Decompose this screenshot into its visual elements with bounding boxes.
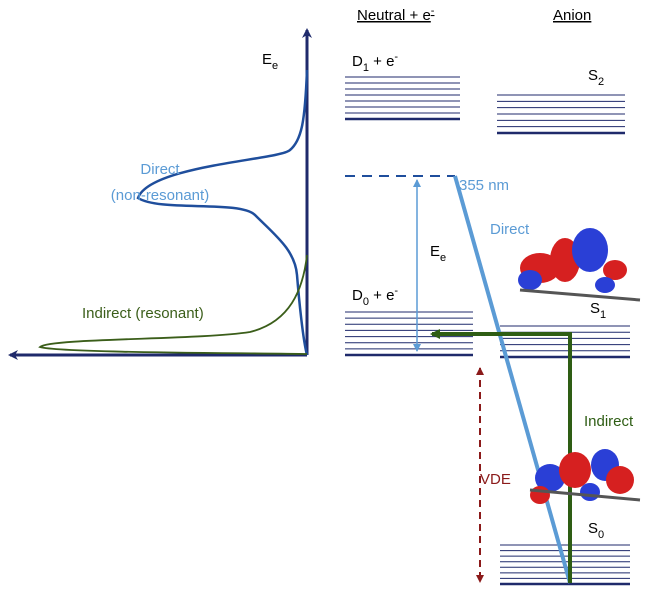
level-label: S1	[590, 300, 606, 321]
indirect-label: Indirect (resonant)	[82, 305, 204, 322]
indirect-annotation: Indirect	[584, 413, 634, 430]
vde-label: VDE	[480, 471, 511, 488]
level-label: S0	[588, 520, 604, 541]
wavelength-label: 355 nm	[459, 177, 509, 194]
indirect-transition	[432, 334, 570, 583]
direct-label: Direct	[140, 161, 180, 178]
diagram: Ee Direct (non-resonant) Indirect (reson…	[0, 0, 652, 591]
electron-energy-label: Ee	[430, 243, 446, 264]
level-label: S2	[588, 67, 604, 88]
direct-label: (non-resonant)	[111, 187, 209, 204]
orbital-s0	[530, 449, 640, 504]
column-header: Neutral + e-	[357, 5, 435, 24]
orbital-s1	[518, 228, 640, 300]
level-label: D1 + e-	[352, 51, 398, 74]
level-label: D0 + e-	[352, 285, 398, 308]
direct-annotation: Direct	[490, 221, 530, 238]
axis-label: Ee	[262, 51, 278, 72]
energy-levels	[345, 77, 630, 584]
column-header: Anion	[553, 7, 591, 24]
